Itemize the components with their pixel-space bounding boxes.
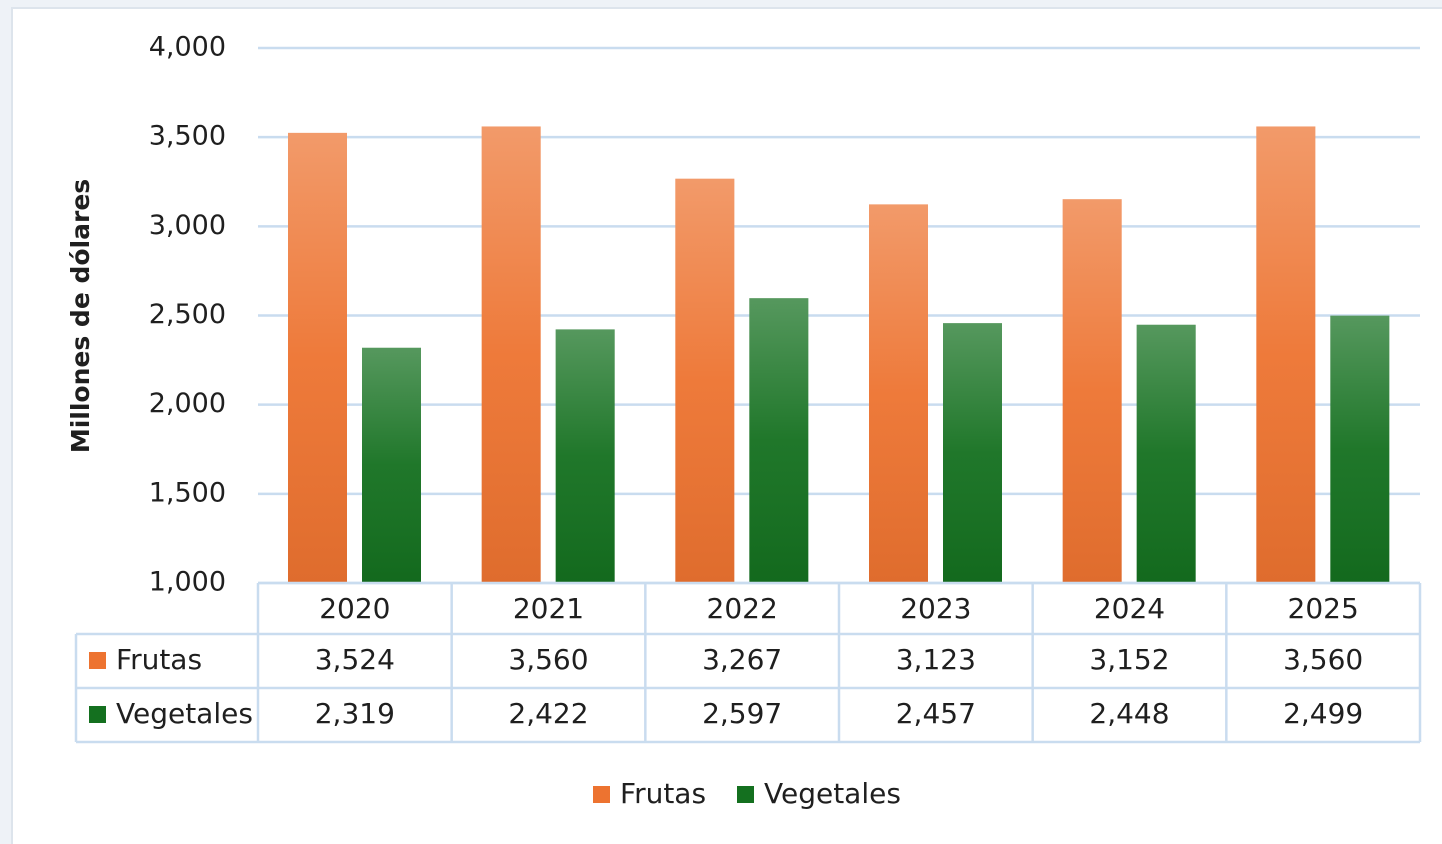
table-value: 2,319 xyxy=(315,697,395,730)
y-tick-label: 3,000 xyxy=(149,210,226,241)
bar-shine xyxy=(1330,315,1390,583)
x-tick-label: 2024 xyxy=(1094,592,1165,625)
table-value: 2,457 xyxy=(896,697,976,730)
legend-label: Vegetales xyxy=(764,777,901,810)
table-value: 2,597 xyxy=(702,697,782,730)
bar-shine xyxy=(943,323,1002,583)
y-tick-label: 2,000 xyxy=(149,388,226,419)
y-tick-label: 3,500 xyxy=(149,121,226,152)
table-value: 2,499 xyxy=(1283,697,1363,730)
table-row-label: Frutas xyxy=(116,643,202,676)
table-row-label: Vegetales xyxy=(116,697,253,730)
bar-shine xyxy=(1136,324,1196,583)
y-tick-label: 1,000 xyxy=(149,567,226,598)
bar-shine xyxy=(288,132,347,584)
table-value: 3,123 xyxy=(896,643,976,676)
bar-shine xyxy=(749,298,809,583)
bar-shine xyxy=(869,204,928,584)
x-tick-label: 2022 xyxy=(707,592,778,625)
table-value: 3,152 xyxy=(1089,643,1169,676)
table-value: 3,560 xyxy=(1283,643,1363,676)
bar-shine xyxy=(1062,199,1122,583)
x-tick-label: 2021 xyxy=(513,592,584,625)
legend-key xyxy=(593,786,610,803)
bar-shine xyxy=(481,126,541,583)
bar-shine xyxy=(1256,126,1316,583)
y-tick-label: 2,500 xyxy=(149,299,226,330)
table-legend-key xyxy=(89,706,106,723)
table-value: 2,422 xyxy=(508,697,588,730)
bar-shine xyxy=(675,178,735,584)
x-tick-label: 2023 xyxy=(900,592,971,625)
x-tick-label: 2020 xyxy=(319,592,390,625)
y-tick-label: 1,500 xyxy=(149,477,226,508)
y-axis-label: Millones de dólares xyxy=(66,179,95,453)
y-tick-label: 4,000 xyxy=(149,32,226,63)
table-value: 3,267 xyxy=(702,643,782,676)
bar-shine xyxy=(555,329,615,583)
table-value: 2,448 xyxy=(1089,697,1169,730)
table-value: 3,560 xyxy=(508,643,588,676)
legend-key xyxy=(737,786,754,803)
x-tick-label: 2025 xyxy=(1288,592,1359,625)
table-legend-key xyxy=(89,652,106,669)
bar-shine xyxy=(362,347,421,583)
table-value: 3,524 xyxy=(315,643,395,676)
legend-label: Frutas xyxy=(620,777,706,810)
